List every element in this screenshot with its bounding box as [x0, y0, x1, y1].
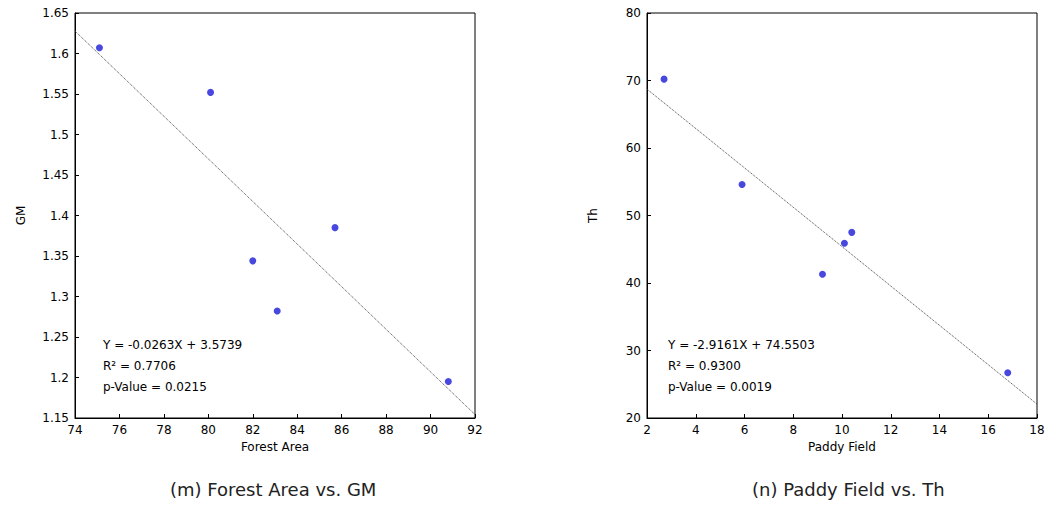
svg-text:1.5: 1.5: [50, 128, 69, 142]
svg-text:1.45: 1.45: [42, 168, 69, 182]
svg-text:76: 76: [112, 423, 127, 437]
svg-text:p-Value = 0.0019: p-Value = 0.0019: [668, 380, 772, 394]
svg-text:50: 50: [626, 209, 641, 223]
svg-text:12: 12: [883, 423, 898, 437]
svg-text:30: 30: [626, 344, 641, 358]
svg-text:1.55: 1.55: [42, 87, 69, 101]
svg-text:82: 82: [245, 423, 260, 437]
svg-text:84: 84: [290, 423, 305, 437]
svg-text:92: 92: [467, 423, 482, 437]
svg-text:1.35: 1.35: [42, 249, 69, 263]
svg-text:Y = -2.9161X + 74.5503: Y = -2.9161X + 74.5503: [667, 338, 815, 352]
svg-text:(m) Forest Area vs. GM: (m) Forest Area vs. GM: [170, 479, 376, 500]
svg-text:R² = 0.7706: R² = 0.7706: [103, 359, 176, 373]
svg-text:R² = 0.9300: R² = 0.9300: [668, 359, 741, 373]
svg-text:16: 16: [981, 423, 996, 437]
svg-text:88: 88: [378, 423, 393, 437]
svg-text:6: 6: [741, 423, 749, 437]
svg-text:20: 20: [626, 411, 641, 425]
svg-text:70: 70: [626, 74, 641, 88]
svg-text:1.65: 1.65: [42, 6, 69, 20]
svg-text:Y = -0.0263X + 3.5739: Y = -0.0263X + 3.5739: [102, 338, 242, 352]
svg-text:90: 90: [423, 423, 438, 437]
svg-text:Th: Th: [586, 208, 600, 224]
svg-text:10: 10: [834, 423, 849, 437]
svg-text:4: 4: [692, 423, 700, 437]
svg-text:1.25: 1.25: [42, 330, 69, 344]
svg-text:1.4: 1.4: [50, 209, 69, 223]
svg-text:1.15: 1.15: [42, 411, 69, 425]
svg-text:80: 80: [626, 6, 641, 20]
svg-text:p-Value = 0.0215: p-Value = 0.0215: [103, 380, 207, 394]
svg-text:14: 14: [932, 423, 947, 437]
svg-text:(n) Paddy Field vs. Th: (n) Paddy Field vs. Th: [752, 479, 945, 500]
svg-text:8: 8: [789, 423, 797, 437]
svg-text:86: 86: [334, 423, 349, 437]
svg-text:GM: GM: [14, 206, 28, 226]
svg-text:80: 80: [201, 423, 216, 437]
svg-text:40: 40: [626, 276, 641, 290]
svg-text:60: 60: [626, 141, 641, 155]
svg-text:1.6: 1.6: [50, 47, 69, 61]
svg-text:78: 78: [156, 423, 171, 437]
svg-text:2: 2: [643, 423, 651, 437]
svg-text:74: 74: [67, 423, 82, 437]
svg-text:1.2: 1.2: [50, 371, 69, 385]
svg-text:18: 18: [1029, 423, 1044, 437]
svg-text:Paddy Field: Paddy Field: [808, 440, 876, 454]
svg-text:Forest Area: Forest Area: [241, 440, 309, 454]
svg-text:1.3: 1.3: [50, 290, 69, 304]
